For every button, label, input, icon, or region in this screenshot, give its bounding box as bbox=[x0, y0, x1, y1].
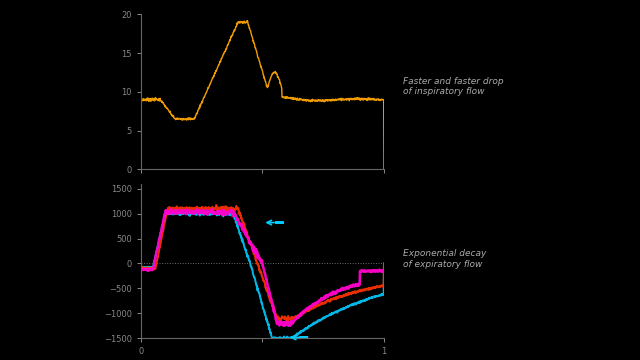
Text: Exponential decay
of expiratory flow: Exponential decay of expiratory flow bbox=[403, 249, 486, 269]
X-axis label: time(s): time(s) bbox=[245, 359, 280, 360]
Text: Faster and faster drop
of inspiratory flow: Faster and faster drop of inspiratory fl… bbox=[403, 77, 504, 96]
